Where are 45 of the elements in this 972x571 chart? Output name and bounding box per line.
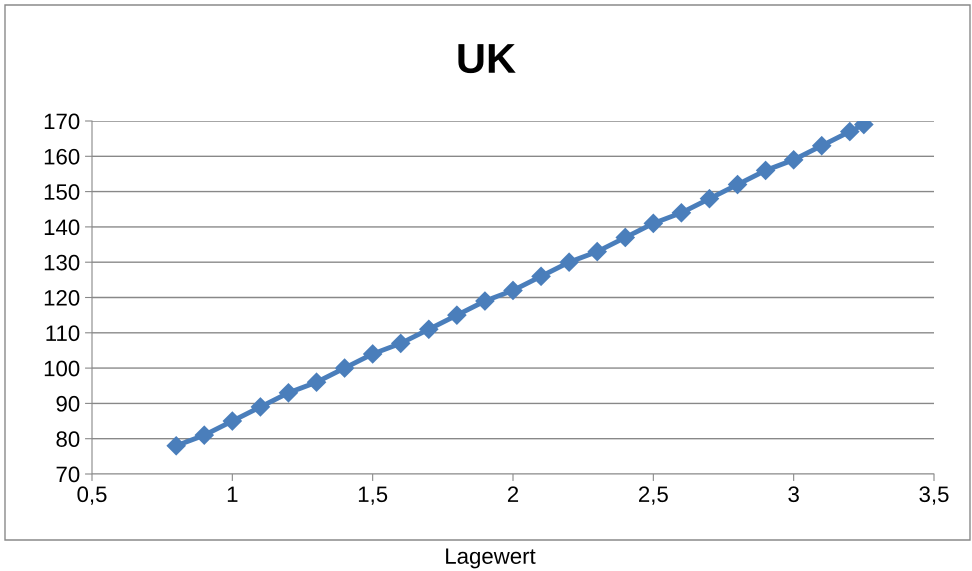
point xyxy=(784,150,804,170)
point xyxy=(222,412,242,431)
x-axis-title: Lagewert xyxy=(446,548,536,568)
x-tick-label: 2 xyxy=(508,486,518,502)
point xyxy=(756,160,776,180)
y-tick-label: 150 xyxy=(44,184,80,200)
point xyxy=(391,334,410,353)
y-tick-label: 130 xyxy=(44,254,80,270)
point xyxy=(419,320,438,339)
y-tick-label: 70 xyxy=(56,466,80,482)
point xyxy=(307,372,326,392)
point xyxy=(644,214,663,233)
x-tick-label: 1,5 xyxy=(358,486,388,505)
point xyxy=(278,383,298,402)
x-tick-label: 2,5 xyxy=(639,486,668,505)
point xyxy=(728,175,748,194)
point xyxy=(250,397,270,416)
y-tick-label: 80 xyxy=(56,431,80,447)
y-tick-label: 170 xyxy=(44,114,80,130)
point xyxy=(616,228,635,248)
point xyxy=(503,280,523,300)
x-tick-label: 3,5 xyxy=(919,486,949,505)
point xyxy=(700,189,719,208)
y-tick-label: 120 xyxy=(44,290,80,306)
x-tick-label: 0,5 xyxy=(77,486,107,505)
point xyxy=(166,436,186,456)
point xyxy=(475,291,494,311)
x-tick-label: 1 xyxy=(228,486,238,502)
point xyxy=(560,252,579,272)
point xyxy=(335,358,354,378)
y-tick-label: 110 xyxy=(46,325,80,342)
chart-title: UK xyxy=(458,44,516,74)
y-tick-label: 160 xyxy=(44,148,80,165)
point xyxy=(812,136,832,156)
y-tick-label: 100 xyxy=(44,360,80,376)
y-tick-label: 90 xyxy=(56,396,80,412)
point xyxy=(532,266,551,286)
y-tick-label: 140 xyxy=(44,219,80,236)
x-tick-label: 3 xyxy=(788,486,799,502)
point xyxy=(363,344,382,364)
point xyxy=(672,203,691,222)
point xyxy=(840,122,860,142)
point xyxy=(588,242,607,262)
point xyxy=(194,426,214,445)
point xyxy=(447,306,466,325)
